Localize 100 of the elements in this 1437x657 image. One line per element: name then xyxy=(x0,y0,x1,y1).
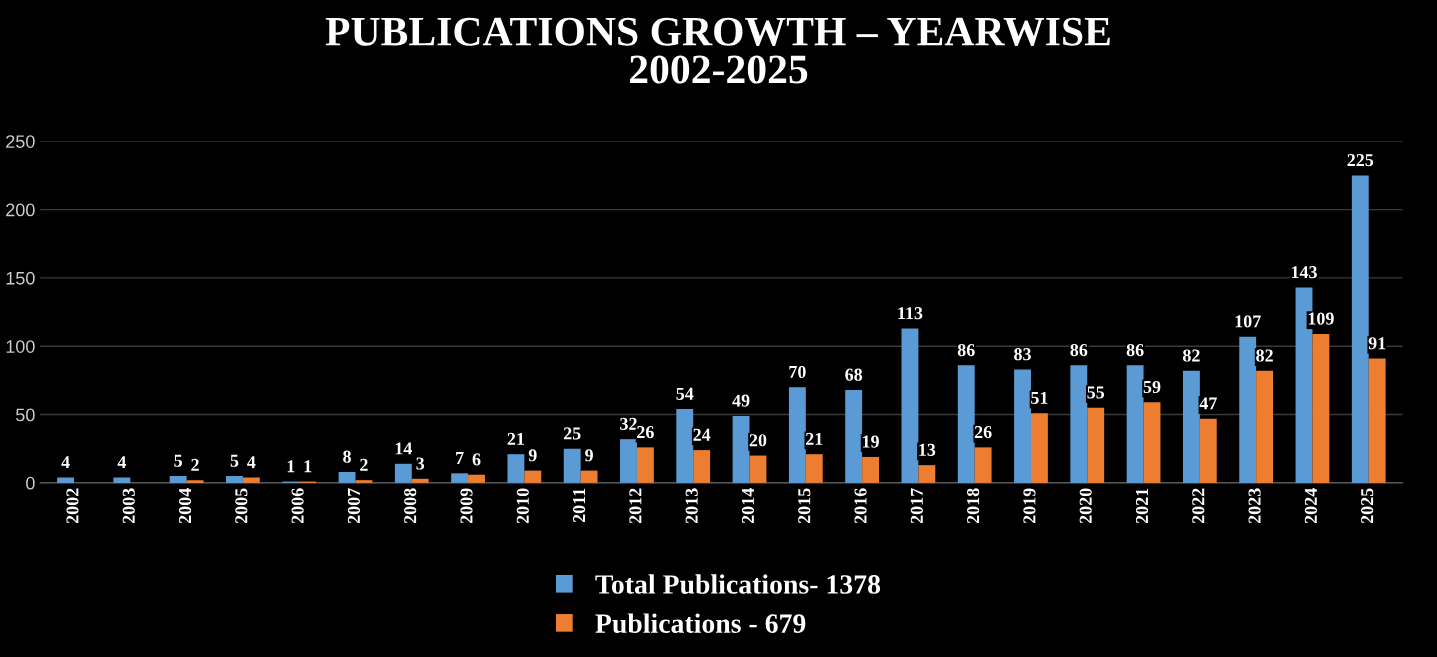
x-tick-label: 2020 xyxy=(1079,488,1092,524)
data-label: 107 xyxy=(1235,315,1261,328)
bar xyxy=(957,365,975,483)
bar xyxy=(693,450,711,483)
data-label: 21 xyxy=(805,432,823,445)
bar xyxy=(805,454,823,483)
data-label: 82 xyxy=(1256,349,1273,362)
bar xyxy=(749,455,767,483)
x-tick-label: 2004 xyxy=(178,488,192,524)
x-tick-label: 2025 xyxy=(1361,488,1374,524)
bar xyxy=(862,456,879,483)
bar xyxy=(468,474,485,483)
data-label: 13 xyxy=(919,443,936,456)
data-label: 82 xyxy=(1182,349,1200,362)
x-tick-label: 2019 xyxy=(1023,488,1036,524)
data-label: 20 xyxy=(749,434,767,447)
bar xyxy=(411,478,429,483)
data-label: 86 xyxy=(957,343,975,357)
bar xyxy=(1126,365,1144,483)
x-tick-label: 2021 xyxy=(1135,488,1149,524)
x-tick-label: 2016 xyxy=(854,488,867,524)
data-label: 5 xyxy=(230,454,239,467)
x-tick-label: 2014 xyxy=(741,488,755,524)
data-label: 225 xyxy=(1347,154,1374,167)
x-tick-label: 2013 xyxy=(685,488,698,524)
bar xyxy=(788,387,806,483)
bar xyxy=(242,477,260,483)
bar xyxy=(338,471,356,483)
x-tick-label: 2023 xyxy=(1248,488,1261,524)
data-label: 8 xyxy=(343,450,351,463)
bar xyxy=(451,473,469,483)
bar xyxy=(845,389,863,483)
data-label: 2 xyxy=(191,458,199,471)
bar xyxy=(394,463,412,483)
bar xyxy=(226,476,243,483)
x-tick-label: 2002 xyxy=(66,488,79,524)
data-label: 113 xyxy=(898,307,923,320)
data-label: 26 xyxy=(974,426,992,439)
x-tick-label: 2018 xyxy=(967,488,980,524)
data-label: 59 xyxy=(1143,380,1161,394)
bar xyxy=(1143,402,1161,483)
data-label: 54 xyxy=(676,387,694,400)
y-tick-label: 50 xyxy=(16,408,35,422)
bar xyxy=(1312,333,1330,483)
data-label: 6 xyxy=(472,453,481,466)
data-label: 109 xyxy=(1308,312,1334,325)
bar xyxy=(974,447,992,483)
bar xyxy=(1351,175,1369,483)
bar xyxy=(1070,365,1088,483)
x-tick-label: 2003 xyxy=(122,488,135,524)
data-label: 1 xyxy=(287,460,295,473)
data-label: 9 xyxy=(528,449,537,462)
data-label: 70 xyxy=(789,365,806,379)
data-label: 3 xyxy=(416,457,425,470)
bar xyxy=(1239,336,1257,483)
bar xyxy=(1182,370,1200,483)
data-label: 26 xyxy=(637,426,654,439)
data-label: 25 xyxy=(563,427,581,440)
data-label: 21 xyxy=(507,432,524,445)
x-tick-label: 2012 xyxy=(629,488,642,524)
data-label: 1 xyxy=(304,460,312,473)
legend-label: Publications - 679 xyxy=(595,613,806,633)
x-tick-label: 2022 xyxy=(1192,488,1205,524)
bar xyxy=(1199,418,1217,483)
data-label: 68 xyxy=(845,368,863,381)
bar xyxy=(524,470,542,483)
bar xyxy=(732,415,750,483)
data-label: 143 xyxy=(1291,266,1317,279)
bar xyxy=(901,328,919,483)
data-label: 47 xyxy=(1199,397,1217,410)
x-tick-label: 2007 xyxy=(347,488,360,524)
data-label: 51 xyxy=(1031,391,1048,404)
data-label: 14 xyxy=(395,442,413,455)
data-label: 5 xyxy=(174,454,183,467)
data-label: 86 xyxy=(1126,343,1144,357)
bar xyxy=(636,447,654,483)
y-tick-label: 250 xyxy=(6,135,35,148)
bar xyxy=(113,477,131,483)
bar xyxy=(918,465,936,483)
data-label: 91 xyxy=(1368,337,1386,350)
bar xyxy=(580,470,598,483)
bar xyxy=(355,480,373,483)
x-tick-label: 2005 xyxy=(235,488,248,524)
data-label: 32 xyxy=(620,417,637,430)
y-tick-label: 0 xyxy=(26,476,35,490)
data-label: 19 xyxy=(862,435,879,448)
bar xyxy=(1256,370,1274,483)
data-label: 4 xyxy=(61,456,70,469)
x-tick-label: 2015 xyxy=(798,488,811,524)
data-label: 7 xyxy=(456,452,464,464)
bar xyxy=(169,476,187,483)
bar xyxy=(1014,369,1031,483)
bar xyxy=(563,448,581,483)
y-tick-label: 200 xyxy=(6,203,35,217)
data-label: 4 xyxy=(117,456,127,469)
legend-label: Total Publications- 1378 xyxy=(595,574,881,594)
data-label: 9 xyxy=(585,449,593,462)
data-label: 86 xyxy=(1070,343,1088,357)
bar xyxy=(186,480,204,483)
data-label: 24 xyxy=(693,428,711,441)
